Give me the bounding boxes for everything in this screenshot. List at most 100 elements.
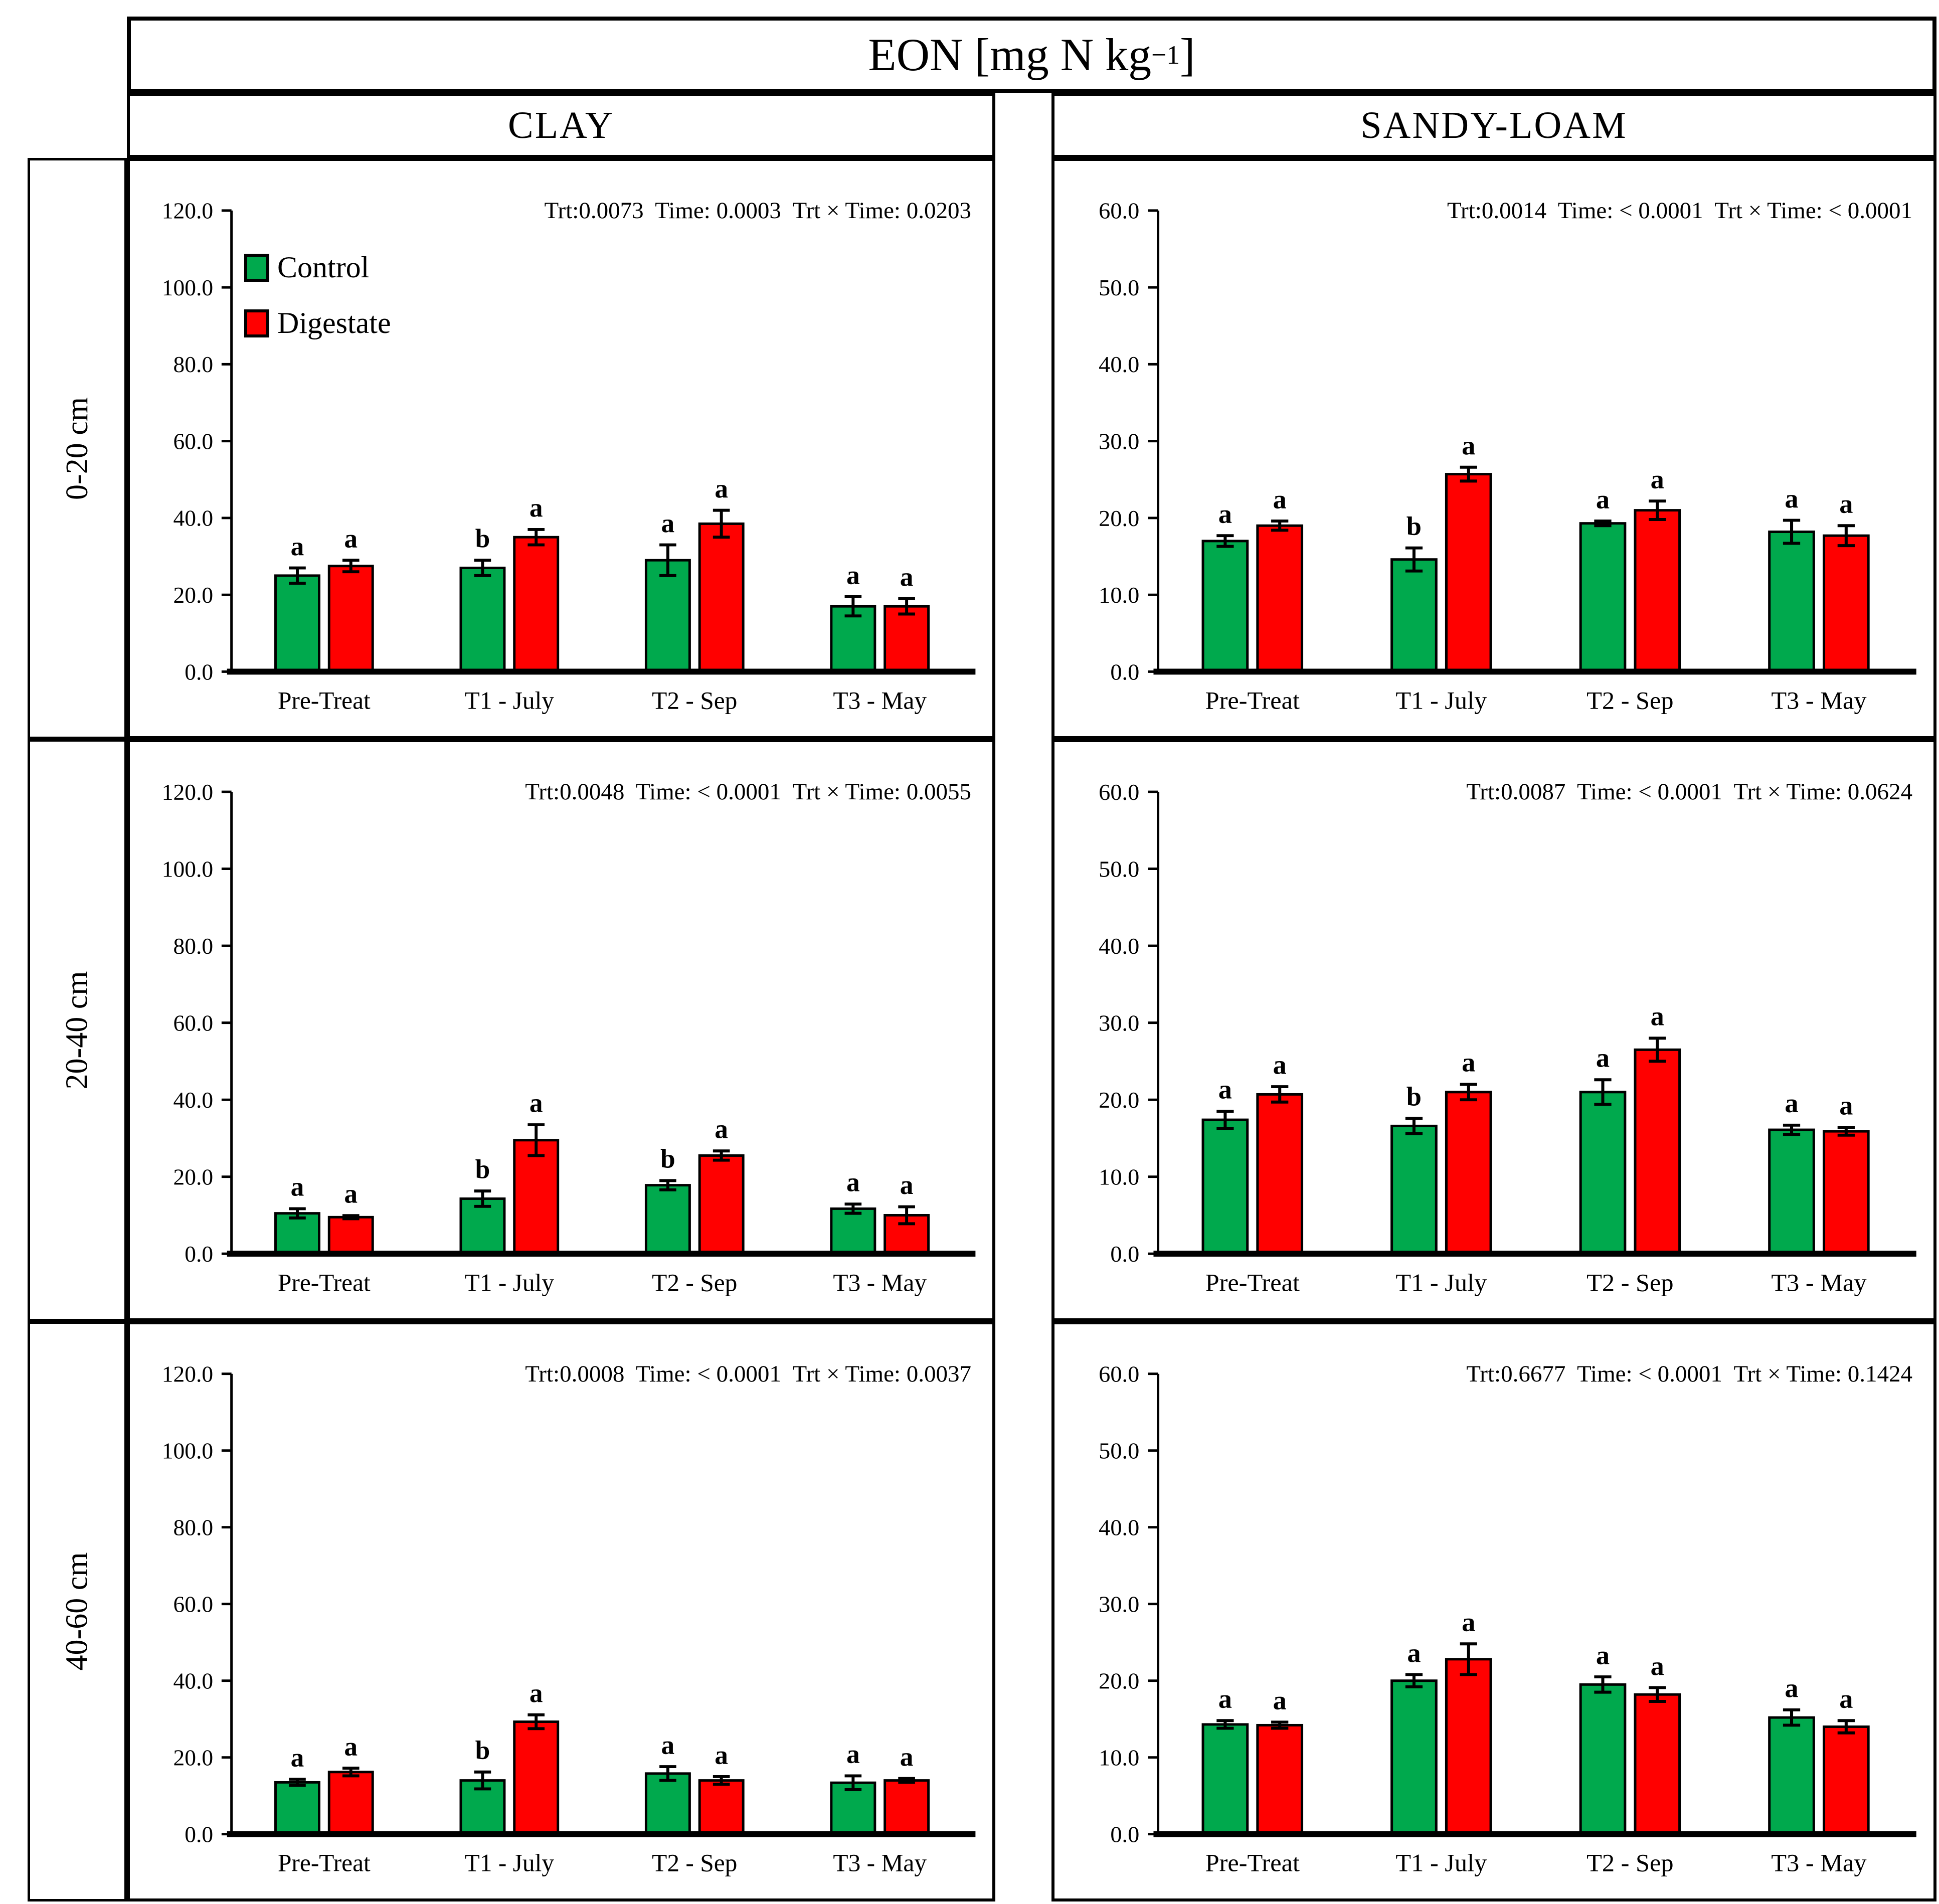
chart-panel-clay-20-40: 0.0 20.0 40.0 60.0 80.0 100.0 120.0 Pre-Treat a a… — [127, 739, 995, 1321]
y-tick-label: 40.0 — [173, 1669, 214, 1694]
x-category-label: T3 - May — [833, 687, 927, 715]
bar-control-T2-Sep — [1579, 1683, 1627, 1836]
bar-digestate-T3-May — [1822, 1130, 1870, 1255]
sig-letter: a — [1651, 464, 1664, 494]
chart-panel-clay-40-60: 0.0 20.0 40.0 60.0 80.0 100.0 120.0 Pre-Treat a a… — [127, 1321, 995, 1901]
x-category-label: T1 - July — [465, 1849, 555, 1877]
bar-digestate-T3-May — [884, 1779, 930, 1836]
y-tick-label: 0.0 — [1110, 659, 1139, 685]
y-tick-label: 10.0 — [1099, 1164, 1139, 1190]
sig-letter: b — [1406, 1082, 1422, 1111]
column-header-clay-label: CLAY — [508, 104, 614, 146]
y-tick-label: 60.0 — [173, 428, 214, 454]
sig-letter: a — [1407, 1638, 1421, 1667]
y-tick-label: 0.0 — [1110, 1822, 1139, 1847]
sig-letter: a — [900, 562, 914, 592]
x-category-label: T2 - Sep — [652, 1269, 737, 1296]
row-label-40-60cm: 40-60 cm — [28, 1321, 127, 1901]
bar-digestate-T2-Sep — [698, 522, 745, 673]
sig-letter: a — [344, 524, 358, 554]
y-tick-label: 100.0 — [162, 1439, 213, 1464]
x-category-label: Pre-Treat — [278, 687, 371, 715]
y-tick-label: 50.0 — [1099, 856, 1139, 882]
y-tick-label: 120.0 — [162, 1362, 213, 1387]
figure-title-bracket: ] — [1179, 29, 1195, 80]
chart-svg: 0.0 20.0 40.0 60.0 80.0 100.0 120.0 Pre-Treat a a… — [162, 198, 976, 715]
y-tick-label: 0.0 — [185, 659, 213, 684]
bar-control-Pre-Treat — [1201, 1118, 1249, 1255]
bar-control-T1-July — [459, 1779, 506, 1836]
bar-control-Pre-Treat — [1201, 1723, 1249, 1836]
y-tick-label: 80.0 — [173, 933, 214, 959]
x-category-label: T2 - Sep — [1587, 1849, 1673, 1876]
figure-title-text: EON [mg N kg — [868, 29, 1152, 80]
bar-control-Pre-Treat — [274, 1781, 320, 1836]
bar-control-T2-Sep — [1579, 522, 1627, 673]
bar-digestate-T3-May — [1822, 1725, 1870, 1836]
y-tick-label: 10.0 — [1099, 582, 1139, 608]
sig-letter: a — [530, 1088, 543, 1118]
x-category-label: T1 - July — [1395, 1849, 1487, 1876]
chart-panel-sandy-0-20: 0.0 10.0 20.0 30.0 40.0 50.0 60.0 Pre-Treat a a T1… — [1051, 158, 1936, 739]
sig-letter: a — [1218, 1075, 1232, 1104]
chart-panel-sandy-20-40: 0.0 10.0 20.0 30.0 40.0 50.0 60.0 Pre-Treat a a T1… — [1051, 739, 1936, 1321]
y-tick-label: 40.0 — [1099, 1515, 1139, 1540]
stats-line: Trt:0.0073 Time: 0.0003 Trt × Time: 0.02… — [544, 198, 972, 224]
chart-svg: 0.0 20.0 40.0 60.0 80.0 100.0 120.0 Pre-Treat a a… — [162, 1362, 976, 1877]
control-swatch-icon — [244, 253, 269, 282]
sig-letter: b — [1406, 511, 1422, 541]
bar-control-T3-May — [1768, 1128, 1815, 1255]
x-category-label: T3 - May — [833, 1269, 927, 1296]
chart-svg: 0.0 20.0 40.0 60.0 80.0 100.0 120.0 Pre-Treat a a… — [162, 779, 976, 1297]
bar-digestate-Pre-Treat — [327, 1216, 374, 1255]
y-tick-label: 30.0 — [1099, 1592, 1139, 1617]
bar-digestate-Pre-Treat — [327, 1771, 374, 1836]
legend-item-control: Control — [244, 250, 391, 285]
bar-digestate-Pre-Treat — [1256, 1723, 1304, 1836]
x-category-label: T2 - Sep — [652, 687, 737, 715]
sig-letter: a — [1839, 1684, 1853, 1713]
sig-letter: a — [715, 473, 728, 503]
sig-letter: a — [900, 1170, 914, 1200]
bar-digestate-T3-May — [1822, 534, 1870, 673]
figure-title: EON [mg N kg −1] — [127, 17, 1936, 93]
x-category-label: T2 - Sep — [1587, 1269, 1673, 1297]
y-tick-label: 80.0 — [173, 352, 214, 377]
bar-control-T3-May — [1768, 531, 1815, 673]
sig-letter: a — [1651, 1651, 1664, 1680]
stats-line: Trt:0.6677 Time: < 0.0001 Trt × Time: 0.… — [1466, 1361, 1912, 1387]
sig-letter: a — [661, 1729, 675, 1760]
bar-control-T3-May — [1768, 1716, 1815, 1836]
y-tick-label: 20.0 — [173, 582, 214, 608]
sig-letter: a — [344, 1178, 358, 1208]
sig-letter: a — [1218, 499, 1232, 529]
bar-digestate-T1-July — [1445, 473, 1492, 673]
y-tick-label: 60.0 — [1099, 779, 1139, 805]
bar-control-T2-Sep — [1579, 1091, 1627, 1255]
sig-letter: a — [291, 1743, 304, 1773]
chart-svg: 0.0 10.0 20.0 30.0 40.0 50.0 60.0 Pre-Treat a a T1… — [1099, 1361, 1916, 1877]
bar-control-T1-July — [1390, 558, 1438, 673]
sig-letter: a — [1273, 484, 1287, 514]
y-tick-label: 20.0 — [1099, 505, 1139, 531]
y-tick-label: 20.0 — [173, 1746, 214, 1771]
sig-letter: a — [715, 1740, 728, 1770]
y-tick-label: 30.0 — [1099, 429, 1139, 454]
sig-letter: b — [475, 524, 490, 554]
stats-line: Trt:0.0008 Time: < 0.0001 Trt × Time: 0.… — [525, 1361, 971, 1387]
bar-digestate-T1-July — [513, 536, 560, 673]
row-label-20-40cm: 20-40 cm — [28, 739, 127, 1321]
sig-letter: a — [1218, 1684, 1232, 1713]
y-tick-label: 60.0 — [1099, 198, 1139, 224]
sig-letter: a — [1785, 483, 1798, 513]
sig-letter: a — [1462, 1607, 1475, 1637]
bar-control-T2-Sep — [644, 1184, 691, 1255]
legend: Control Digestate — [244, 250, 391, 340]
sig-letter: a — [846, 1167, 860, 1197]
sig-letter: a — [1462, 1048, 1475, 1077]
x-category-label: Pre-Treat — [1205, 687, 1300, 714]
y-tick-label: 20.0 — [1099, 1668, 1139, 1693]
bar-digestate-T3-May — [884, 605, 930, 673]
x-category-label: T1 - July — [1395, 1269, 1487, 1297]
bar-digestate-T1-July — [1445, 1658, 1492, 1836]
